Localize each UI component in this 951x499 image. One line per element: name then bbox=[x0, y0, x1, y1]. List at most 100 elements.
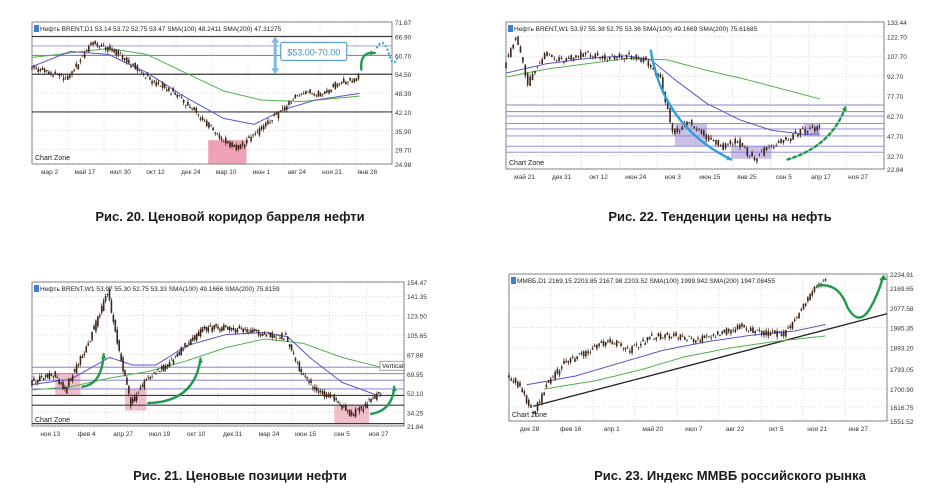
candle-body bbox=[524, 64, 527, 76]
candle-body bbox=[340, 82, 343, 84]
candle-body bbox=[758, 154, 761, 156]
candle-body bbox=[611, 54, 613, 56]
candle-body bbox=[128, 386, 130, 394]
candle-body bbox=[592, 56, 594, 58]
candle-body bbox=[763, 147, 765, 156]
x-tick-label: июл 19 bbox=[149, 431, 171, 438]
candle-body bbox=[189, 106, 191, 109]
candle-body bbox=[553, 57, 556, 59]
candle-body bbox=[107, 47, 109, 52]
candle-body bbox=[260, 126, 263, 130]
candle-body bbox=[545, 384, 548, 387]
candle-body bbox=[147, 377, 150, 378]
candle-body bbox=[693, 126, 695, 128]
candle-body bbox=[296, 361, 299, 363]
candle-body bbox=[521, 388, 523, 393]
y-tick-label: 154.47 bbox=[407, 280, 427, 287]
candle-body bbox=[119, 53, 122, 55]
candle-body bbox=[212, 127, 214, 131]
candle-body bbox=[252, 329, 254, 333]
candle-body bbox=[758, 329, 761, 331]
sma100-line bbox=[31, 331, 381, 397]
candle-body bbox=[756, 158, 758, 162]
candle-body bbox=[677, 337, 680, 339]
candle-body bbox=[782, 331, 785, 337]
y-tick-label: 47.70 bbox=[887, 134, 904, 141]
candle-body bbox=[122, 357, 124, 372]
candle-body bbox=[233, 145, 236, 148]
candle-body bbox=[368, 399, 370, 401]
candle-body bbox=[623, 58, 626, 60]
x-tick-label: ноя 21 bbox=[807, 426, 827, 433]
candle-body bbox=[560, 366, 563, 369]
candle-body bbox=[329, 393, 332, 398]
candle-body bbox=[695, 129, 698, 131]
candle-body bbox=[149, 377, 151, 379]
candle-body bbox=[541, 394, 543, 403]
candle-body bbox=[358, 407, 361, 412]
candle-body bbox=[130, 66, 132, 68]
vertical-label-box bbox=[379, 360, 405, 371]
candle-body bbox=[769, 333, 772, 336]
candle-body bbox=[620, 343, 622, 347]
candle-body bbox=[351, 80, 353, 83]
up-trend-arrow bbox=[786, 105, 847, 161]
candle-body bbox=[124, 370, 126, 376]
y-tick-label: 141.35 bbox=[407, 294, 427, 301]
candle-body bbox=[258, 128, 261, 136]
candle-body bbox=[234, 330, 237, 333]
watermark-label: Chart Zone bbox=[512, 412, 547, 419]
candle-body bbox=[35, 382, 37, 383]
candle-body bbox=[137, 391, 140, 393]
candle-body bbox=[193, 107, 195, 110]
x-tick-label: июн 15 bbox=[295, 431, 317, 438]
candle-body bbox=[283, 338, 285, 340]
candle-body bbox=[190, 338, 192, 345]
x-tick-label: ноя 3 bbox=[665, 174, 682, 181]
candle-body bbox=[712, 140, 715, 142]
candle-body bbox=[68, 379, 70, 387]
candle-body bbox=[719, 334, 721, 336]
candle-body bbox=[54, 71, 56, 74]
candle-body bbox=[108, 289, 111, 300]
candle-body bbox=[140, 72, 143, 74]
candle-body bbox=[811, 291, 814, 296]
sma200-line bbox=[31, 338, 381, 391]
candle-body bbox=[659, 333, 662, 340]
candle-body bbox=[33, 65, 35, 68]
candle-body bbox=[674, 129, 676, 135]
x-tick-label: мар 24 bbox=[259, 431, 280, 438]
candle-body bbox=[809, 127, 811, 129]
candle-body bbox=[239, 144, 242, 150]
candle-body bbox=[38, 376, 41, 382]
candle-body bbox=[66, 387, 68, 394]
candle-body bbox=[552, 375, 554, 377]
candle-body bbox=[37, 379, 39, 383]
candle-body bbox=[765, 330, 767, 336]
candle-body bbox=[35, 67, 38, 69]
x-tick-label: ноя 13 bbox=[40, 431, 60, 438]
x-tick-label: окт 12 bbox=[589, 174, 608, 181]
y-tick-label: 107.70 bbox=[887, 54, 907, 61]
candle-body bbox=[201, 117, 204, 120]
candle-body bbox=[631, 346, 633, 354]
candle-body bbox=[81, 356, 84, 358]
candle-body bbox=[378, 392, 380, 394]
candle-body bbox=[290, 344, 293, 351]
candle-body bbox=[789, 138, 792, 142]
candle-body bbox=[589, 55, 592, 57]
candle-body bbox=[824, 279, 827, 281]
candle-body bbox=[721, 331, 723, 334]
candle-body bbox=[306, 376, 308, 379]
candle-body bbox=[207, 327, 210, 332]
candle-body bbox=[176, 94, 179, 98]
candle-body bbox=[708, 336, 710, 337]
candle-body bbox=[164, 365, 167, 370]
candle-body bbox=[39, 69, 42, 71]
candle-body bbox=[317, 90, 320, 97]
candle-body bbox=[745, 328, 748, 331]
candle-body bbox=[743, 325, 745, 328]
candle-body bbox=[538, 62, 541, 64]
candle-body bbox=[355, 78, 358, 82]
candle-body bbox=[345, 81, 347, 85]
